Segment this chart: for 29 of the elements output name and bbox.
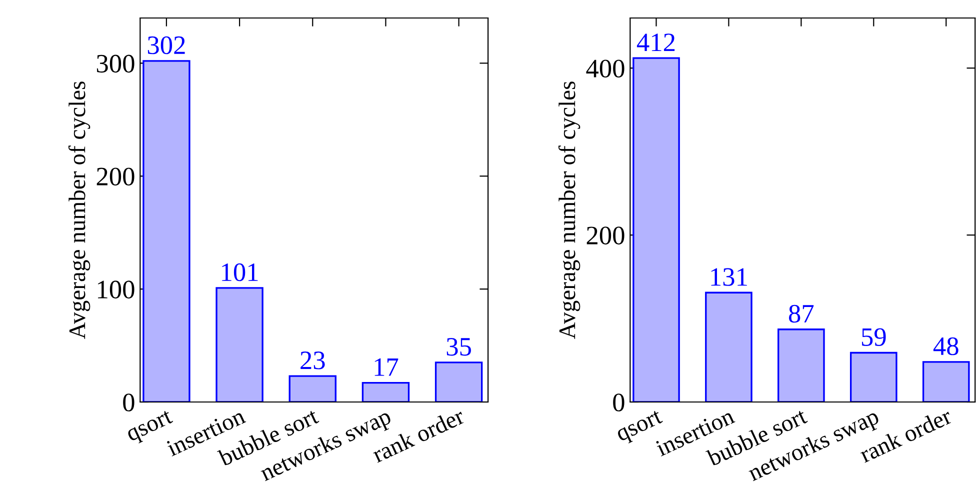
bar bbox=[216, 287, 264, 402]
y-tick-label: 0 bbox=[613, 394, 624, 412]
y-tick-label: 100 bbox=[98, 280, 134, 298]
data-label: 101 bbox=[222, 263, 258, 282]
data-label: 17 bbox=[374, 358, 398, 376]
data-label: 87 bbox=[788, 304, 814, 323]
bar bbox=[434, 362, 483, 402]
bar bbox=[142, 60, 190, 402]
bar bbox=[778, 328, 825, 402]
y-tick-label: 200 bbox=[586, 226, 624, 244]
y-tick-label: 0 bbox=[123, 394, 134, 412]
y-axis-title: Avgerage number of cycles bbox=[68, 82, 90, 340]
data-label: 23 bbox=[300, 352, 325, 370]
data-label: 59 bbox=[862, 328, 886, 346]
data-label: 131 bbox=[711, 268, 747, 286]
data-label: 412 bbox=[636, 34, 675, 52]
bar bbox=[922, 361, 970, 402]
y-tick-label: 300 bbox=[96, 54, 134, 73]
bar bbox=[850, 352, 898, 402]
y-tick-label: 200 bbox=[96, 168, 134, 186]
bar bbox=[705, 292, 752, 402]
y-tick-label: 400 bbox=[586, 60, 624, 78]
bar bbox=[288, 375, 336, 402]
data-label: 35 bbox=[446, 338, 471, 356]
data-label: 48 bbox=[933, 337, 958, 356]
data-label: 302 bbox=[148, 36, 185, 54]
bar bbox=[632, 57, 680, 402]
bar bbox=[362, 382, 410, 402]
y-axis-title: Avgerage number of cycles bbox=[558, 82, 580, 340]
